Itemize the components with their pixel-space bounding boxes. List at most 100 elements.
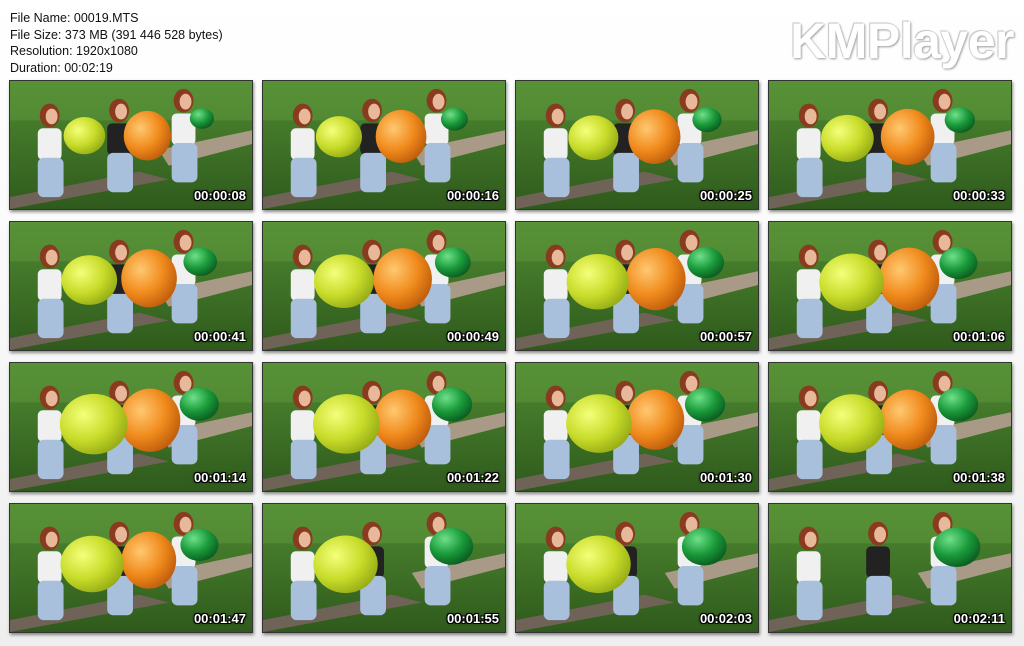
green-balloon (429, 527, 474, 565)
person-jeans (613, 293, 639, 334)
person-face (368, 103, 381, 120)
person-face (804, 390, 817, 407)
video-thumbnail[interactable]: 00:00:49 (262, 221, 506, 351)
video-thumbnail[interactable]: 00:01:06 (768, 221, 1012, 351)
person-face (298, 531, 311, 548)
person-face (115, 526, 128, 543)
thumbnail-timestamp: 00:01:47 (193, 611, 246, 626)
person-jeans (37, 298, 64, 339)
orange-balloon (628, 109, 681, 164)
video-thumbnail[interactable]: 00:00:57 (515, 221, 759, 351)
kmplayer-logo: KMPlayer (790, 13, 1014, 69)
video-thumbnail[interactable]: 00:01:47 (9, 503, 253, 633)
orange-balloon (879, 389, 938, 450)
green-balloon (180, 528, 219, 562)
video-thumbnail[interactable]: 00:00:25 (515, 80, 759, 210)
video-thumbnail[interactable]: 00:00:41 (9, 221, 253, 351)
person-face (874, 385, 887, 402)
video-thumbnail[interactable]: 00:02:11 (768, 503, 1012, 633)
person-jeans (796, 439, 823, 480)
video-thumbnail[interactable]: 00:00:33 (768, 80, 1012, 210)
person-face (298, 108, 311, 125)
video-thumbnail[interactable]: 00:01:22 (262, 362, 506, 492)
person-shirt (796, 410, 821, 442)
person-jeans (360, 152, 386, 193)
orange-balloon (373, 248, 432, 310)
person-jeans (543, 157, 570, 198)
person-jeans (37, 580, 64, 621)
yellow-balloon (566, 394, 632, 453)
green-balloon (684, 387, 726, 422)
yellow-balloon (819, 253, 884, 312)
person-jeans (543, 439, 570, 480)
person-jeans (796, 157, 823, 198)
person-face (45, 108, 58, 125)
orange-balloon (373, 389, 432, 450)
video-thumbnail[interactable]: 00:01:14 (9, 362, 253, 492)
person-jeans (930, 425, 957, 465)
orange-balloon (121, 249, 177, 308)
person-jeans (360, 293, 386, 334)
person-jeans (107, 293, 133, 334)
person-shirt (171, 113, 196, 145)
person-jeans (424, 566, 451, 606)
video-thumbnail[interactable]: 00:01:38 (768, 362, 1012, 492)
video-thumbnail[interactable]: 00:02:03 (515, 503, 759, 633)
video-thumbnail[interactable]: 00:00:08 (9, 80, 253, 210)
person-jeans (677, 425, 704, 465)
person-face (368, 526, 381, 543)
person-face (115, 385, 128, 402)
thumbnail-timestamp: 00:01:22 (446, 470, 499, 485)
green-balloon (434, 247, 471, 278)
person-face (804, 108, 817, 125)
person-shirt (543, 410, 568, 442)
person-face (804, 249, 817, 266)
thumbnail-timestamp: 00:00:25 (699, 188, 752, 203)
person-face (551, 249, 564, 266)
orange-balloon (121, 531, 177, 589)
thumbnail-timestamp: 00:00:49 (446, 329, 499, 344)
person-shirt (290, 128, 315, 160)
green-balloon (687, 247, 725, 279)
person-jeans (930, 284, 957, 324)
person-face (298, 390, 311, 407)
yellow-balloon (61, 255, 118, 305)
person-shirt (796, 128, 821, 160)
orange-balloon (878, 247, 940, 311)
thumbnail-timestamp: 00:01:55 (446, 611, 499, 626)
thumbnail-timestamp: 00:02:03 (699, 611, 752, 626)
video-thumbnail[interactable]: 00:01:30 (515, 362, 759, 492)
person-face (874, 526, 887, 543)
person-jeans (796, 580, 823, 621)
person-jeans (424, 284, 451, 324)
video-thumbnail[interactable]: 00:00:16 (262, 80, 506, 210)
person-face (804, 531, 817, 548)
person-face (621, 385, 634, 402)
person-face (179, 516, 192, 533)
thumbnail-timestamp: 00:00:33 (952, 188, 1005, 203)
video-thumbnail[interactable]: 00:01:55 (262, 503, 506, 633)
person-shirt (543, 551, 568, 583)
green-balloon (944, 107, 975, 133)
person-face (685, 375, 698, 392)
person-face (685, 516, 698, 533)
green-balloon (179, 387, 219, 421)
person-jeans (290, 298, 317, 339)
person-jeans (107, 152, 133, 193)
person-shirt (290, 269, 315, 301)
person-face (551, 531, 564, 548)
person-jeans (613, 152, 639, 193)
yellow-balloon (63, 117, 106, 155)
person-face (551, 390, 564, 407)
orange-balloon (626, 247, 686, 311)
person-shirt (37, 551, 62, 583)
person-jeans (290, 580, 317, 621)
person-face (621, 526, 634, 543)
person-face (179, 375, 192, 392)
orange-balloon (880, 108, 935, 165)
green-balloon (939, 246, 978, 280)
person-face (115, 103, 128, 120)
green-balloon (183, 247, 218, 277)
person-shirt (37, 128, 62, 160)
